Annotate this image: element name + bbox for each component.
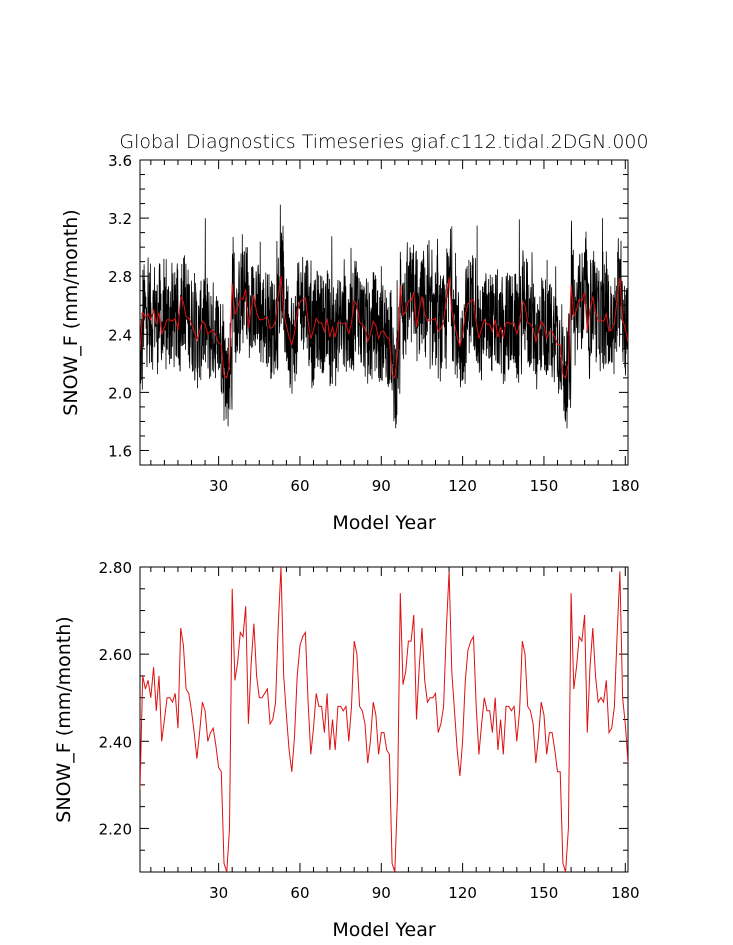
x-tick-label: 180 bbox=[611, 477, 640, 495]
x-axis-label: Model Year bbox=[332, 512, 436, 534]
annual-series-line bbox=[140, 276, 628, 380]
x-axis-label: Model Year bbox=[332, 919, 436, 941]
monthly-series-line bbox=[140, 204, 628, 429]
x-tick-label: 150 bbox=[530, 884, 559, 902]
x-tick-label: 180 bbox=[611, 884, 640, 902]
x-tick-label: 30 bbox=[209, 477, 228, 495]
plot-frame bbox=[139, 566, 629, 873]
x-tick-label: 120 bbox=[448, 884, 477, 902]
top-panel: 30 60 90 120 150 180 1.6 2.0 2.4 2.8 3.2 3.6 Model Y… bbox=[60, 152, 640, 534]
y-tick-label: 2.80 bbox=[99, 559, 132, 577]
x-tick-label: 120 bbox=[448, 477, 477, 495]
annual-series-line bbox=[140, 567, 628, 872]
y-tick-label: 2.8 bbox=[108, 268, 132, 286]
x-tick-label: 150 bbox=[530, 477, 559, 495]
y-tick-label: 1.6 bbox=[108, 442, 132, 460]
x-tick-label: 60 bbox=[290, 884, 309, 902]
y-tick-label: 2.60 bbox=[99, 646, 132, 664]
y-tick-label: 3.2 bbox=[108, 210, 132, 228]
chart-title: Global Diagnostics Timeseries giaf.c112.… bbox=[119, 131, 648, 153]
x-tick-label: 90 bbox=[372, 477, 391, 495]
bottom-panel: 30 60 90 120 150 180 2.20 2.40 2.60 2.80 Model Yea… bbox=[53, 559, 640, 941]
x-tick-label: 90 bbox=[372, 884, 391, 902]
x-tick-label: 60 bbox=[290, 477, 309, 495]
y-axis-label: SNOW_F (mm/month) bbox=[60, 209, 82, 415]
x-tick-label: 30 bbox=[209, 884, 228, 902]
y-tick-label: 2.40 bbox=[99, 733, 132, 751]
y-tick-label: 3.6 bbox=[108, 152, 132, 170]
y-tick-label: 2.4 bbox=[108, 326, 132, 344]
y-tick-label: 2.0 bbox=[108, 384, 132, 402]
y-axis-label: SNOW_F (mm/month) bbox=[53, 616, 75, 822]
y-tick-label: 2.20 bbox=[99, 820, 132, 838]
